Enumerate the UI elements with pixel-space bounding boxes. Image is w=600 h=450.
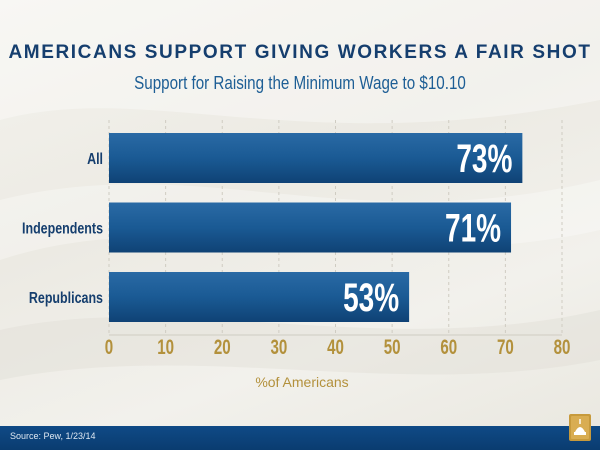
x-tick-label: 10 <box>157 334 174 358</box>
category-label: All <box>87 151 103 169</box>
x-tick-label: 20 <box>214 334 231 358</box>
source-note: Source: Pew, 1/23/14 <box>10 431 96 441</box>
chart-title: AMERICANS SUPPORT GIVING WORKERS A FAIR … <box>8 42 592 63</box>
chart-subtitle: Support for Raising the Minimum Wage to … <box>134 72 466 93</box>
bar-republicans <box>109 272 410 322</box>
x-axis-label: %of Americans <box>255 374 348 390</box>
x-tick-label: 50 <box>384 334 401 358</box>
capitol-dome-icon <box>569 414 591 441</box>
bar-chart: All 73% Independents 71% Republicans 53% 0 10 2… <box>22 120 571 390</box>
x-tick-label: 40 <box>327 334 344 358</box>
data-label: 73% <box>456 137 512 181</box>
category-label: Independents <box>22 220 103 238</box>
x-tick-label: 30 <box>270 334 287 358</box>
x-tick-label: 70 <box>497 334 514 358</box>
x-tick-label: 80 <box>554 334 571 358</box>
data-label: 53% <box>343 276 399 320</box>
category-label: Republicans <box>29 290 103 308</box>
footer-bar <box>0 426 600 450</box>
data-label: 71% <box>445 207 501 251</box>
bar-all <box>109 133 523 183</box>
bar-independents <box>109 202 512 253</box>
x-tick-label: 0 <box>105 334 113 358</box>
x-tick-label: 60 <box>440 334 457 358</box>
